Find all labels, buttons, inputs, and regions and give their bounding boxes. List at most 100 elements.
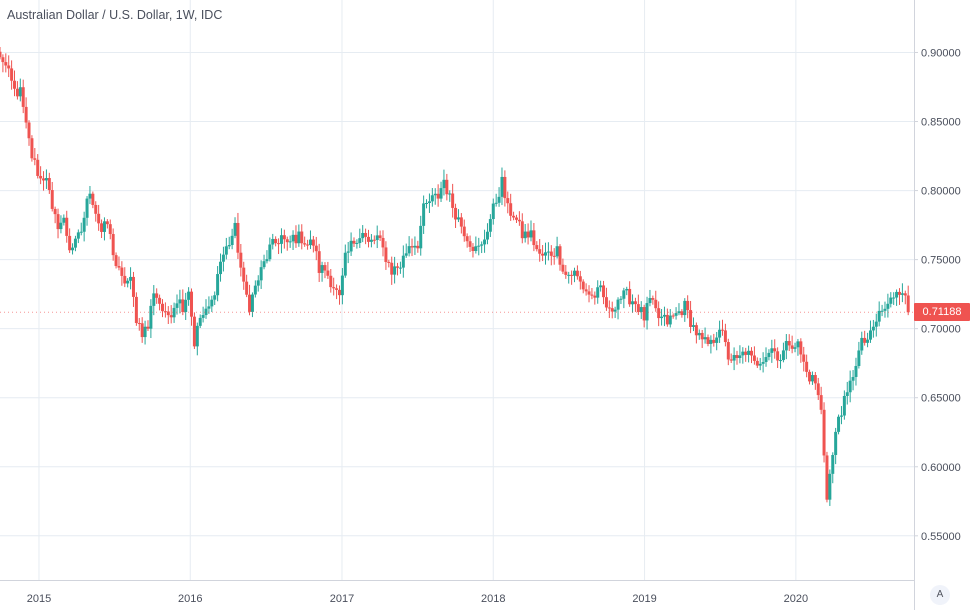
candle-down [65, 217, 69, 236]
candle-up [308, 239, 312, 246]
candle-down [471, 246, 475, 252]
candle-up [845, 392, 849, 396]
candle-up [422, 203, 426, 226]
candle-up [204, 308, 208, 316]
candle-up [195, 325, 199, 347]
candle-down [21, 87, 25, 107]
candle-up [102, 221, 106, 232]
candle-up [216, 274, 220, 296]
candle-up [837, 416, 841, 432]
candle-down [245, 281, 249, 295]
candle-up [369, 239, 373, 242]
candle-up [288, 241, 292, 243]
candle-up [71, 247, 75, 251]
candle-up [831, 454, 835, 474]
candle-up [877, 310, 881, 322]
candle-down [816, 383, 820, 396]
candle-up [810, 375, 814, 382]
candle-up [796, 341, 800, 348]
candle-up [149, 305, 153, 329]
last-price-badge: 0.71188 [914, 303, 970, 321]
candle-down [665, 314, 669, 325]
candle-up [59, 222, 63, 230]
candle-up [892, 297, 896, 299]
candle-down [236, 222, 240, 253]
candle-up [529, 230, 533, 238]
candle-down [509, 203, 513, 216]
candle-down [50, 190, 54, 209]
candle-up [546, 251, 550, 253]
candle-up [648, 298, 652, 304]
candle-down [799, 341, 803, 355]
candle-up [900, 293, 904, 295]
candle-up [152, 293, 156, 306]
candle-down [33, 158, 37, 160]
x-tick-label: 2016 [178, 593, 202, 605]
candle-down [169, 315, 173, 318]
candle-down [462, 226, 466, 237]
candle-down [750, 350, 754, 356]
x-tick-label: 2018 [481, 593, 505, 605]
candle-down [610, 308, 614, 312]
candle-down [642, 307, 646, 321]
candle-up [427, 201, 431, 203]
candle-up [758, 363, 762, 366]
candle-down [294, 234, 298, 244]
candle-up [430, 195, 434, 202]
candle-up [480, 244, 484, 246]
auto-scale-button[interactable]: A [930, 585, 950, 605]
candle-down [97, 213, 101, 224]
candle-up [767, 352, 771, 358]
candle-down [0, 51, 2, 58]
candle-up [361, 232, 365, 239]
candle-down [776, 351, 780, 361]
candle-down [468, 241, 472, 247]
candle-down [541, 253, 545, 256]
candle-up [523, 231, 527, 239]
candle-down [68, 235, 72, 251]
candle-up [349, 240, 353, 252]
candle-up [259, 267, 263, 281]
candle-down [416, 245, 420, 249]
y-tick-label: 0.90000 [921, 47, 961, 59]
candle-up [860, 337, 864, 351]
candle-down [166, 311, 170, 316]
candle-down [535, 245, 539, 250]
candle-down [56, 214, 60, 230]
candle-down [105, 221, 109, 225]
candle-up [88, 193, 92, 199]
candle-up [834, 431, 838, 455]
candle-up [178, 299, 182, 304]
y-tick-label: 0.65000 [921, 393, 961, 405]
candle-up [268, 244, 272, 260]
candle-up [639, 307, 643, 313]
candle-up [645, 303, 649, 321]
candle-down [712, 339, 716, 343]
candle-up [488, 219, 492, 232]
candle-up [265, 259, 269, 262]
candle-down [825, 455, 829, 500]
candle-up [355, 242, 359, 244]
candle-down [590, 294, 594, 296]
candle-down [593, 295, 597, 298]
candle-down [570, 274, 574, 276]
candle-down [526, 231, 530, 238]
candle-down [584, 289, 588, 292]
candle-up [227, 245, 231, 247]
candle-down [651, 298, 655, 300]
candle-up [709, 339, 713, 344]
candle-up [868, 330, 872, 340]
candle-down [317, 251, 321, 273]
candle-down [27, 122, 31, 139]
candle-up [677, 311, 681, 314]
candle-up [79, 231, 83, 233]
candle-up [279, 235, 283, 244]
candle-up [398, 267, 402, 269]
candle-up [413, 245, 417, 248]
candle-down [706, 337, 710, 344]
candle-up [358, 238, 362, 243]
candle-up [718, 329, 722, 338]
candle-down [552, 255, 556, 257]
